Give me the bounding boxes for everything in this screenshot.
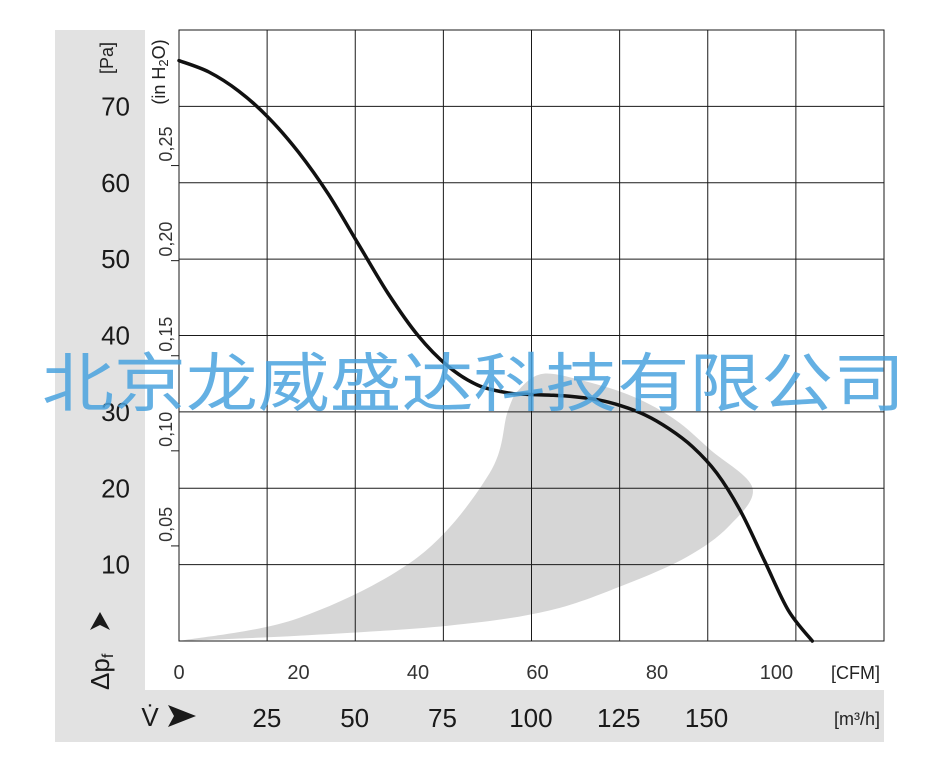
- x-axis-arrow-icon: [168, 705, 196, 727]
- secondary-x-tick-150: 150: [685, 703, 728, 733]
- secondary-x-tick-50: 50: [340, 703, 369, 733]
- y-axis-arrow-icon: [90, 612, 110, 630]
- y-tick-60: 60: [101, 168, 130, 198]
- secondary-y-tick-0: 0,05: [156, 507, 176, 542]
- secondary-x-tick-25: 25: [252, 703, 281, 733]
- secondary-x-tick-labels: 25 50 75 100 125 150: [252, 703, 728, 733]
- y-tick-70: 70: [101, 91, 130, 121]
- y-tick-labels: 10 20 30 40 50 60 70: [101, 91, 130, 579]
- y-axis-title: Δpf: [85, 612, 117, 690]
- secondary-y-tick-1: 0,10: [156, 412, 176, 447]
- secondary-y-tick-4: 0,25: [156, 127, 176, 162]
- y-tick-30: 30: [101, 397, 130, 427]
- y-axis-unit-pa: [Pa]: [97, 42, 117, 74]
- x-tick-20: 20: [287, 662, 309, 684]
- x-tick-labels: 0 20 40 60 80 100: [173, 662, 793, 684]
- x-tick-80: 80: [646, 662, 668, 684]
- y-tick-10: 10: [101, 550, 130, 580]
- operating-range-band: [179, 373, 753, 641]
- x-tick-40: 40: [407, 662, 429, 684]
- x-tick-60: 60: [526, 662, 548, 684]
- secondary-y-tick-2: 0,15: [156, 317, 176, 352]
- x-axis-label: V̇: [141, 702, 159, 732]
- secondary-x-tick-100: 100: [509, 703, 552, 733]
- x-tick-0: 0: [173, 662, 184, 684]
- watermark-text: 北京龙威盛达科技有限公司: [42, 348, 905, 422]
- y-axis-label: Δpf: [85, 653, 117, 690]
- secondary-y-tick-labels: 0,05 0,10 0,15 0,20 0,25: [156, 127, 179, 547]
- secondary-x-tick-75: 75: [428, 703, 457, 733]
- plot-border: [178, 29, 885, 642]
- pressure-curve-line: [177, 58, 815, 643]
- x-tick-100: 100: [760, 662, 793, 684]
- secondary-x-tick-125: 125: [597, 703, 640, 733]
- secondary-y-axis-unit: (in H2O): [149, 39, 172, 104]
- secondary-x-axis-unit: [m³/h]: [834, 709, 880, 729]
- secondary-y-tick-3: 0,20: [156, 222, 176, 257]
- y-tick-40: 40: [101, 321, 130, 351]
- y-tick-20: 20: [101, 473, 130, 503]
- y-tick-50: 50: [101, 244, 130, 274]
- x-axis-unit-cfm: [CFM]: [831, 663, 880, 683]
